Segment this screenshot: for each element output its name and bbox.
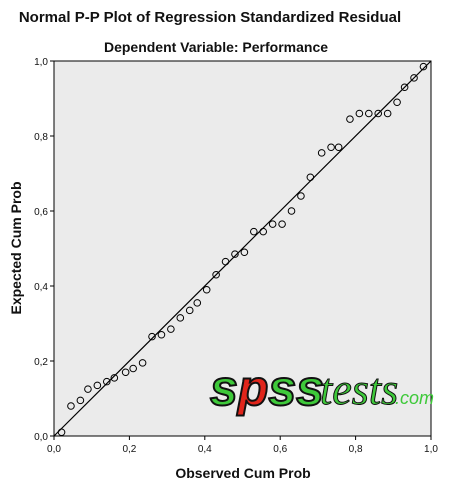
data-point (157, 330, 166, 339)
watermark: spss tests .com (209, 359, 434, 417)
watermark-spss-p: p (236, 360, 269, 416)
watermark-com: .com (395, 388, 434, 408)
data-point (240, 248, 249, 257)
watermark-spss-s: s (210, 360, 238, 416)
y-tick-label: 1,0 (34, 57, 48, 68)
data-point (84, 385, 92, 393)
data-point (176, 314, 185, 322)
data-point (297, 192, 305, 200)
data-point (250, 227, 258, 236)
data-point (148, 332, 156, 341)
data-point (102, 377, 111, 386)
x-tick-label: 0,4 (198, 444, 212, 455)
data-point (212, 270, 220, 279)
x-tick-label: 0,2 (122, 444, 136, 455)
data-point (393, 98, 401, 107)
data-point (346, 115, 354, 123)
y-tick-label: 0,0 (34, 432, 48, 443)
data-point (221, 257, 230, 266)
x-tick-label: 0,8 (349, 444, 363, 455)
data-point (327, 143, 335, 152)
data-point (231, 250, 239, 258)
watermark-spss-ss: ss (268, 360, 324, 416)
x-tick-label: 0,6 (273, 444, 287, 455)
y-tick-label: 0,8 (34, 132, 48, 143)
data-point (259, 227, 268, 236)
data-point (400, 83, 409, 92)
data-point (383, 109, 392, 118)
x-tick-label: 1,0 (424, 444, 438, 455)
data-point (202, 285, 211, 294)
x-axis-label: Observed Cum Prob (175, 465, 310, 481)
data-point (374, 109, 383, 118)
data-point (76, 396, 85, 405)
data-point (138, 359, 147, 367)
y-tick-label: 0,2 (34, 357, 48, 368)
data-point (287, 207, 296, 215)
data-point (419, 62, 428, 71)
data-point (306, 173, 315, 182)
data-point (278, 220, 286, 228)
data-point (193, 299, 202, 307)
x-tick-label: 0,0 (47, 444, 61, 455)
data-point (93, 381, 102, 390)
data-point (268, 220, 277, 228)
data-point (355, 109, 364, 118)
data-point (410, 74, 418, 82)
data-point (185, 306, 194, 315)
y-axis-label: Expected Cum Prob (8, 181, 24, 314)
y-tick-label: 0,6 (34, 207, 48, 218)
data-point (167, 325, 175, 333)
data-point (129, 364, 137, 373)
watermark-spss: spss (210, 360, 324, 416)
data-point (57, 428, 66, 437)
data-point (67, 402, 75, 410)
data-point (317, 149, 326, 157)
chart-subtitle: Dependent Variable: Performance (104, 39, 328, 55)
data-point (364, 109, 373, 118)
y-tick-label: 0,4 (34, 282, 48, 293)
data-point (121, 368, 130, 377)
watermark-tests: tests (320, 365, 398, 414)
data-point (110, 374, 119, 382)
chart-title: Normal P-P Plot of Regression Standardiz… (19, 9, 401, 26)
data-point (334, 143, 343, 152)
reference-line (53, 60, 432, 437)
